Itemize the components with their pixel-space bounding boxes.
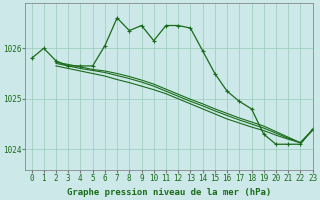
X-axis label: Graphe pression niveau de la mer (hPa): Graphe pression niveau de la mer (hPa): [67, 188, 271, 197]
